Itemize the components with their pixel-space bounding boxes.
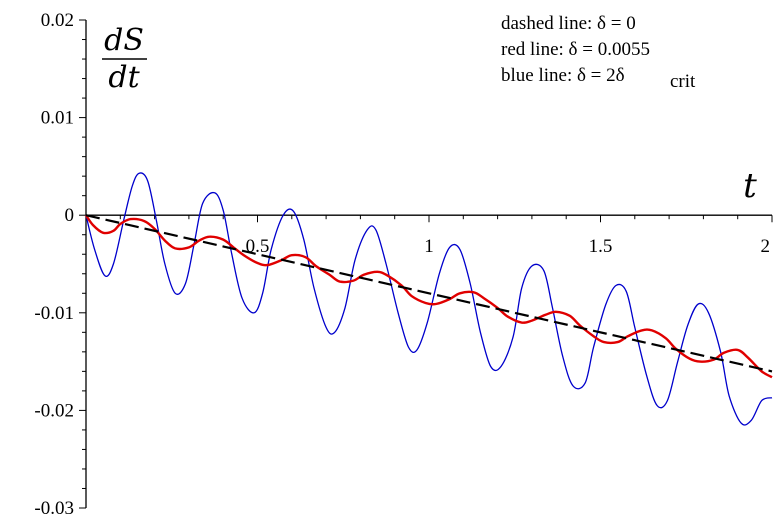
y-label-denominator: dt <box>108 60 140 95</box>
series-blue-line <box>85 172 773 426</box>
y-tick-label: 0.01 <box>41 108 74 129</box>
legend-red-line: red line: δ = 0.0055 <box>501 39 650 60</box>
legend-dashed-line: dashed line: δ = 0 <box>501 13 636 34</box>
x-tick-label: 1 <box>424 236 434 257</box>
x-axis-label: t <box>743 166 757 206</box>
series-red-line <box>84 214 773 379</box>
series-layer <box>84 172 773 426</box>
axes <box>79 19 773 509</box>
x-tick-label: 1.5 <box>589 236 613 257</box>
y-tick-label: -0.01 <box>34 303 74 324</box>
y-axis-label: dS dt <box>102 23 147 95</box>
series-dashed-line <box>85 214 773 373</box>
y-label-numerator: dS <box>104 23 144 58</box>
y-tick-label: 0 <box>65 205 75 226</box>
tick-labels: 0.02 0.01 0 -0.01 -0.02 -0.03 0.5 1 1.5 2 <box>34 10 770 519</box>
legend-blue-line: blue line: δ = 2δ <box>501 65 625 86</box>
x-tick-label: 2 <box>761 236 771 257</box>
legend-blue-line-subscript: crit <box>670 71 696 92</box>
legend: dashed line: δ = 0 red line: δ = 0.0055 … <box>501 13 696 92</box>
y-tick-label: -0.02 <box>34 400 74 421</box>
x-tick-label: 0.5 <box>246 236 270 257</box>
y-tick-label: 0.02 <box>41 10 74 31</box>
y-tick-label: -0.03 <box>34 498 74 519</box>
